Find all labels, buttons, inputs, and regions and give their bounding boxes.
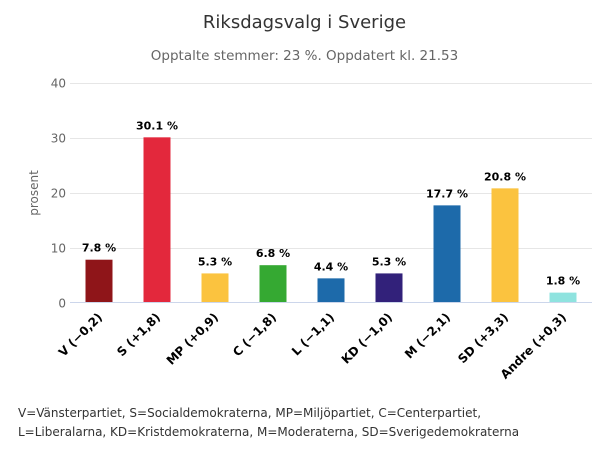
data-label: 4.4 % bbox=[314, 260, 348, 273]
data-label: 7.8 % bbox=[82, 242, 116, 255]
y-tick-label: 40 bbox=[51, 77, 66, 91]
x-tick-label: C (−1,8) bbox=[230, 310, 279, 359]
bar bbox=[375, 273, 403, 303]
x-tick-label: M (−2,1) bbox=[402, 310, 453, 361]
bar bbox=[143, 137, 171, 303]
footnote-line-1: V=Vänsterpartiet, S=Socialdemokraterna, … bbox=[18, 406, 482, 420]
data-label: 20.8 % bbox=[484, 170, 526, 183]
bars bbox=[85, 137, 577, 303]
data-label: 5.3 % bbox=[198, 255, 232, 268]
bar bbox=[549, 292, 577, 303]
bar bbox=[433, 205, 461, 303]
y-tick-label: 10 bbox=[51, 242, 66, 256]
chart-subtitle: Opptalte stemmer: 23 %. Oppdatert kl. 21… bbox=[150, 48, 459, 64]
bar bbox=[317, 278, 345, 303]
x-tick-label: L (−1,1) bbox=[289, 310, 337, 358]
y-tick-label: 0 bbox=[58, 297, 66, 311]
data-labels: 7.8 % 30.1 % 5.3 % 6.8 % 4.4 % 5.3 % 17.7 % 20.… bbox=[82, 119, 580, 287]
y-tick-label: 20 bbox=[51, 187, 66, 201]
y-axis-title: prosent bbox=[27, 170, 41, 216]
data-label: 30.1 % bbox=[136, 119, 178, 132]
bar bbox=[491, 188, 519, 303]
bar bbox=[201, 273, 229, 303]
party-legend-footnote: V=Vänsterpartiet, S=Socialdemokraterna, … bbox=[18, 404, 598, 442]
x-tick-label: V (−0,2) bbox=[56, 310, 105, 359]
x-tick-label: MP (+0,9) bbox=[164, 310, 221, 367]
bar-plot: 0 10 20 30 40 prosent 7.8 % 30.1 % 5.3 % 6.8 % 4… bbox=[27, 77, 592, 382]
x-tick-label: SD (+3,3) bbox=[455, 310, 511, 366]
y-axis-ticks: 0 10 20 30 40 bbox=[51, 77, 66, 311]
chart-title: Riksdagsvalg i Sverige bbox=[202, 12, 407, 33]
y-tick-label: 30 bbox=[51, 132, 66, 146]
footnote-line-2: L=Liberalarna, KD=Kristdemokraterna, M=M… bbox=[18, 425, 520, 439]
data-label: 6.8 % bbox=[256, 247, 290, 260]
data-label: 17.7 % bbox=[426, 187, 468, 200]
x-tick-label: KD (−1,0) bbox=[339, 310, 395, 366]
data-label: 5.3 % bbox=[372, 255, 406, 268]
bar bbox=[85, 259, 113, 303]
data-label: 1.8 % bbox=[546, 275, 580, 288]
x-tick-label: S (+1,8) bbox=[114, 310, 163, 359]
x-axis-ticks: V (−0,2) S (+1,8) MP (+0,9) C (−1,8) L (−1,1… bbox=[56, 310, 569, 381]
bar bbox=[259, 265, 287, 303]
